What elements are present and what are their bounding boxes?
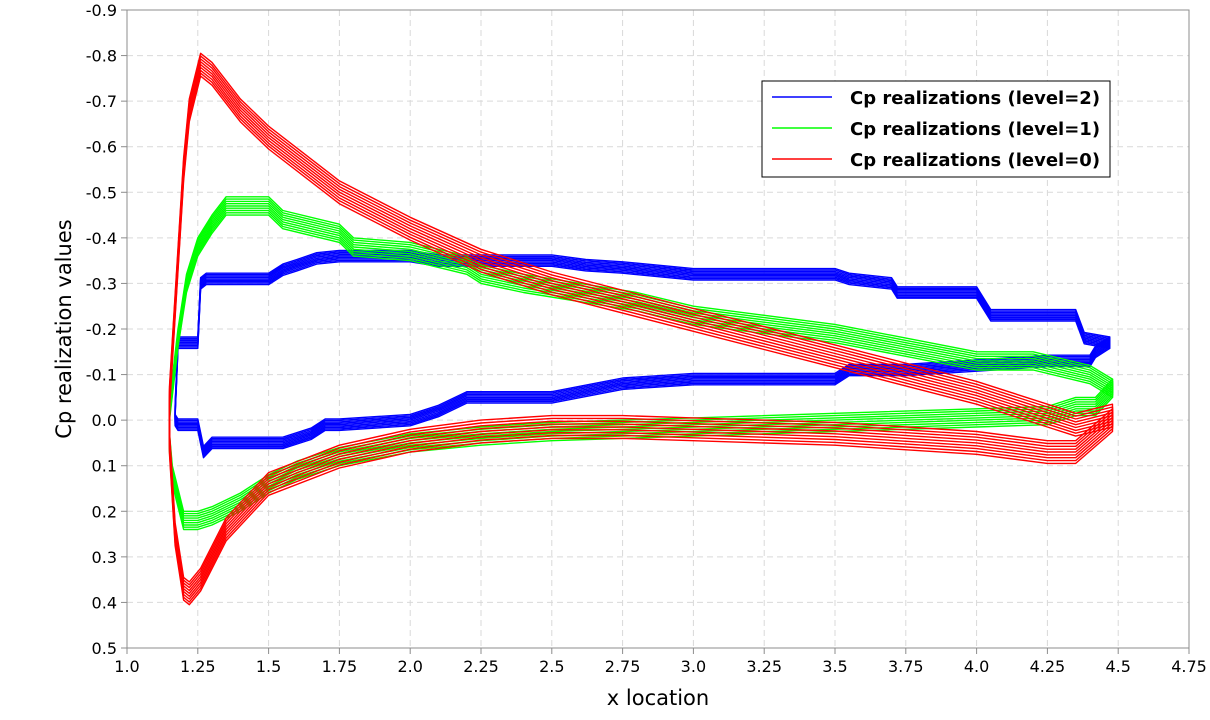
x-tick-label: 1.5 <box>256 657 281 676</box>
x-tick-label: 1.75 <box>322 657 358 676</box>
legend-label-level-1: Cp realizations (level=1) <box>850 119 1100 140</box>
series-level-0 <box>168 52 1114 606</box>
realization-line <box>168 212 1114 515</box>
x-tick-label: 2.0 <box>397 657 422 676</box>
x-tick-label: 4.5 <box>1105 657 1130 676</box>
x-tick-label: 3.75 <box>888 657 924 676</box>
x-tick-label: 3.25 <box>746 657 782 676</box>
y-tick-label: 0.3 <box>92 548 117 567</box>
legend-label-level-2: Cp realizations (level=2) <box>850 88 1100 109</box>
y-tick-label: -0.1 <box>86 366 117 385</box>
x-tick-label: 2.75 <box>605 657 641 676</box>
y-tick-label: -0.3 <box>86 274 117 293</box>
y-tick-label: 0.4 <box>92 593 117 612</box>
y-tick-label: 0.0 <box>92 411 117 430</box>
y-tick-label: -0.6 <box>86 138 117 157</box>
y-tick-label: -0.8 <box>86 47 117 66</box>
y-tick-label: -0.5 <box>86 183 117 202</box>
legend: Cp realizations (level=2) Cp realization… <box>761 80 1111 178</box>
realization-line <box>168 202 1114 524</box>
series-lines <box>168 52 1114 606</box>
series-level-2 <box>174 249 1111 459</box>
x-tick-label: 4.25 <box>1030 657 1066 676</box>
y-axis-title: Cp realization values <box>52 219 76 438</box>
x-tick-label: 2.25 <box>463 657 499 676</box>
realization-line <box>168 52 1114 606</box>
y-tick-label: -0.4 <box>86 229 117 248</box>
realization-line <box>168 200 1114 526</box>
y-tick-label: -0.7 <box>86 92 117 111</box>
legend-label-level-0: Cp realizations (level=0) <box>850 150 1100 171</box>
realization-line <box>174 249 1111 459</box>
x-tick-label: 2.5 <box>539 657 564 676</box>
y-tick-label: -0.9 <box>86 1 117 20</box>
y-tick-label: 0.1 <box>92 457 117 476</box>
x-tick-label: 3.0 <box>681 657 706 676</box>
x-tick-label: 4.0 <box>964 657 989 676</box>
x-tick-label: 1.0 <box>114 657 139 676</box>
x-tick-label: 4.75 <box>1171 657 1207 676</box>
x-tick-label: 1.25 <box>180 657 216 676</box>
realization-line <box>168 214 1114 512</box>
y-tick-label: -0.2 <box>86 320 117 339</box>
y-tick-label: 0.2 <box>92 502 117 521</box>
y-tick-label: 0.5 <box>92 639 117 658</box>
x-tick-label: 3.5 <box>822 657 847 676</box>
x-axis-title: x location <box>607 686 709 710</box>
axis-ticks: 1.0 1.25 1.5 1.75 2.0 2.25 2.5 2.75 3.0 3.25 3.5 3.… <box>86 1 1207 676</box>
realization-line <box>174 255 1111 453</box>
